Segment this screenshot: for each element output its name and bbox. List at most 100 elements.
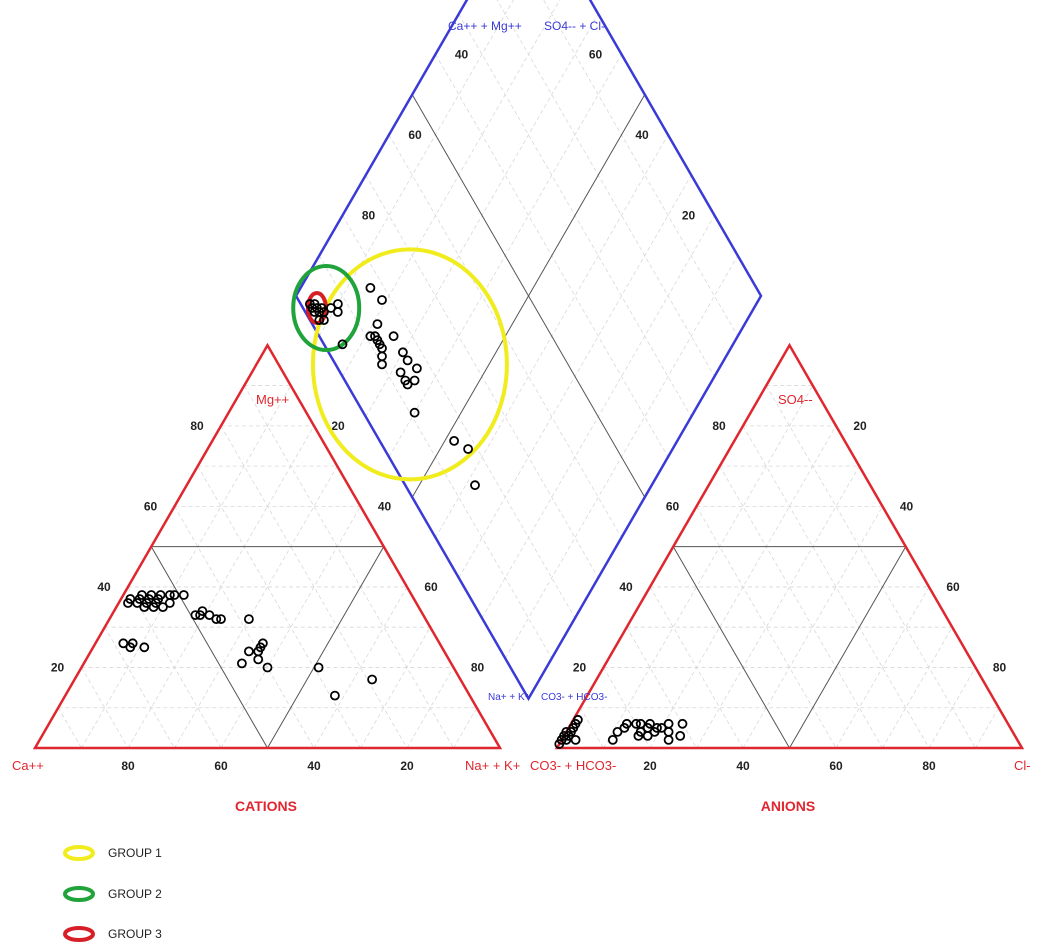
grid-line [105, 627, 175, 748]
cation-bottom-tick: 40 [307, 759, 321, 773]
anion-bottom-tick: 60 [829, 759, 843, 773]
cation-left-tick: 80 [190, 419, 204, 433]
diamond-point [373, 320, 381, 328]
diamond-point [378, 360, 386, 368]
anion-left-tick: 20 [573, 660, 587, 674]
cation-bottom-tick: 60 [214, 759, 228, 773]
diamond-upper-right-tick: 80 [362, 208, 376, 222]
cation-right-tick: 40 [378, 499, 392, 513]
grid-line [175, 466, 338, 748]
cation-left-tick: 40 [97, 580, 111, 594]
grid-line [454, 708, 477, 748]
cation-point [166, 599, 174, 607]
legend-item-group-2: GROUP 2 [65, 887, 162, 901]
anion-point [644, 732, 652, 740]
legend-item-group-1: GROUP 1 [65, 846, 162, 860]
diamond-point [378, 296, 386, 304]
anion-point [665, 720, 673, 728]
cation-left-tick: 60 [144, 499, 158, 513]
cation-point [368, 676, 376, 684]
diamond-point [390, 332, 398, 340]
diamond-upper-left-tick: 20 [682, 208, 696, 222]
grid-line [697, 466, 860, 748]
cation-point [254, 655, 262, 663]
cation-point [180, 591, 188, 599]
anion-point [665, 736, 673, 744]
grid-line [505, 0, 738, 336]
legend-symbol-group-3 [65, 928, 93, 940]
legend-item-group-3: GROUP 3 [65, 927, 162, 941]
cation-top-vertex-label: Mg++ [256, 392, 289, 407]
cation-right-tick: 60 [424, 580, 438, 594]
grid-line [361, 627, 431, 748]
diamond-point [397, 368, 405, 376]
anion-right-tick: 80 [993, 660, 1007, 674]
anion-right-vertex-label: Cl- [1014, 758, 1031, 773]
division-line [268, 547, 384, 748]
cation-right-vertex-label: Na+ + K+ [465, 758, 520, 773]
legend-label-group-2: GROUP 2 [108, 887, 162, 901]
anion-right-tick: 40 [900, 499, 914, 513]
anions-title: ANIONS [761, 798, 815, 814]
grid-line [580, 708, 603, 748]
diamond-point [399, 348, 407, 356]
anion-point [665, 728, 673, 736]
cation-point [331, 692, 339, 700]
diamond-point [450, 437, 458, 445]
grid-line [720, 466, 883, 748]
diamond-point [334, 308, 342, 316]
diamond-bottom-right-label: CO3- + HCO3- [541, 692, 607, 703]
grid-line [82, 386, 291, 748]
anion-top-vertex-label: SO4-- [778, 392, 813, 407]
grid-line [883, 627, 953, 748]
sample-points [119, 284, 686, 748]
cation-point [238, 659, 246, 667]
diamond-top-left-label: Ca++ + Mg++ [448, 19, 522, 33]
anion-bottom-tick: 80 [922, 759, 936, 773]
diamond-point [464, 445, 472, 453]
cation-left-tick: 20 [51, 660, 65, 674]
anion-point [676, 732, 684, 740]
diamond-point [471, 481, 479, 489]
cation-right-tick: 80 [471, 660, 485, 674]
grid-line [244, 386, 453, 748]
legend-symbol-group-2 [65, 888, 93, 900]
grid-line [766, 386, 975, 748]
anion-right-tick: 60 [946, 580, 960, 594]
division-line [790, 547, 906, 748]
legend-label-group-1: GROUP 1 [108, 846, 162, 860]
diamond-upper-left-tick: 40 [635, 128, 649, 142]
anion-left-tick: 80 [712, 419, 726, 433]
diamond-point [366, 284, 374, 292]
grid-line [198, 466, 361, 748]
legend-label-group-3: GROUP 3 [108, 927, 162, 941]
tick-labels: 2020202020208080404040404040606060606060… [51, 0, 1007, 773]
cation-bottom-tick: 20 [400, 759, 414, 773]
diamond-top-right-label: SO4-- + Cl- [544, 19, 605, 33]
grid-line [604, 386, 813, 748]
diamond-point [411, 377, 419, 385]
division-line [673, 547, 789, 748]
cation-point [245, 647, 253, 655]
cations-title: CATIONS [235, 798, 297, 814]
anion-bottom-tick: 20 [643, 759, 657, 773]
diamond-bottom-left-label: Na+ + K+ [488, 692, 531, 703]
diamond-field [296, 0, 761, 699]
diamond-point [404, 356, 412, 364]
anion-bottom-tick: 40 [736, 759, 750, 773]
anion-left-tick: 40 [619, 580, 633, 594]
anion-point [572, 736, 580, 744]
cation-bottom-tick: 80 [121, 759, 135, 773]
anion-point [679, 720, 687, 728]
anion-left-vertex-label: CO3- + HCO3- [530, 758, 616, 773]
cation-left-vertex-label: Ca++ [12, 758, 44, 773]
diamond-upper-left-tick: 60 [589, 47, 603, 61]
legend-symbol-group-1 [65, 847, 93, 859]
diamond-point [413, 364, 421, 372]
grid-line [976, 708, 999, 748]
diamond-point [378, 352, 386, 360]
legend: GROUP 1 GROUP 2 GROUP 3 [65, 846, 162, 941]
grid-line [58, 708, 81, 748]
diamond-upper-right-tick: 40 [455, 47, 469, 61]
